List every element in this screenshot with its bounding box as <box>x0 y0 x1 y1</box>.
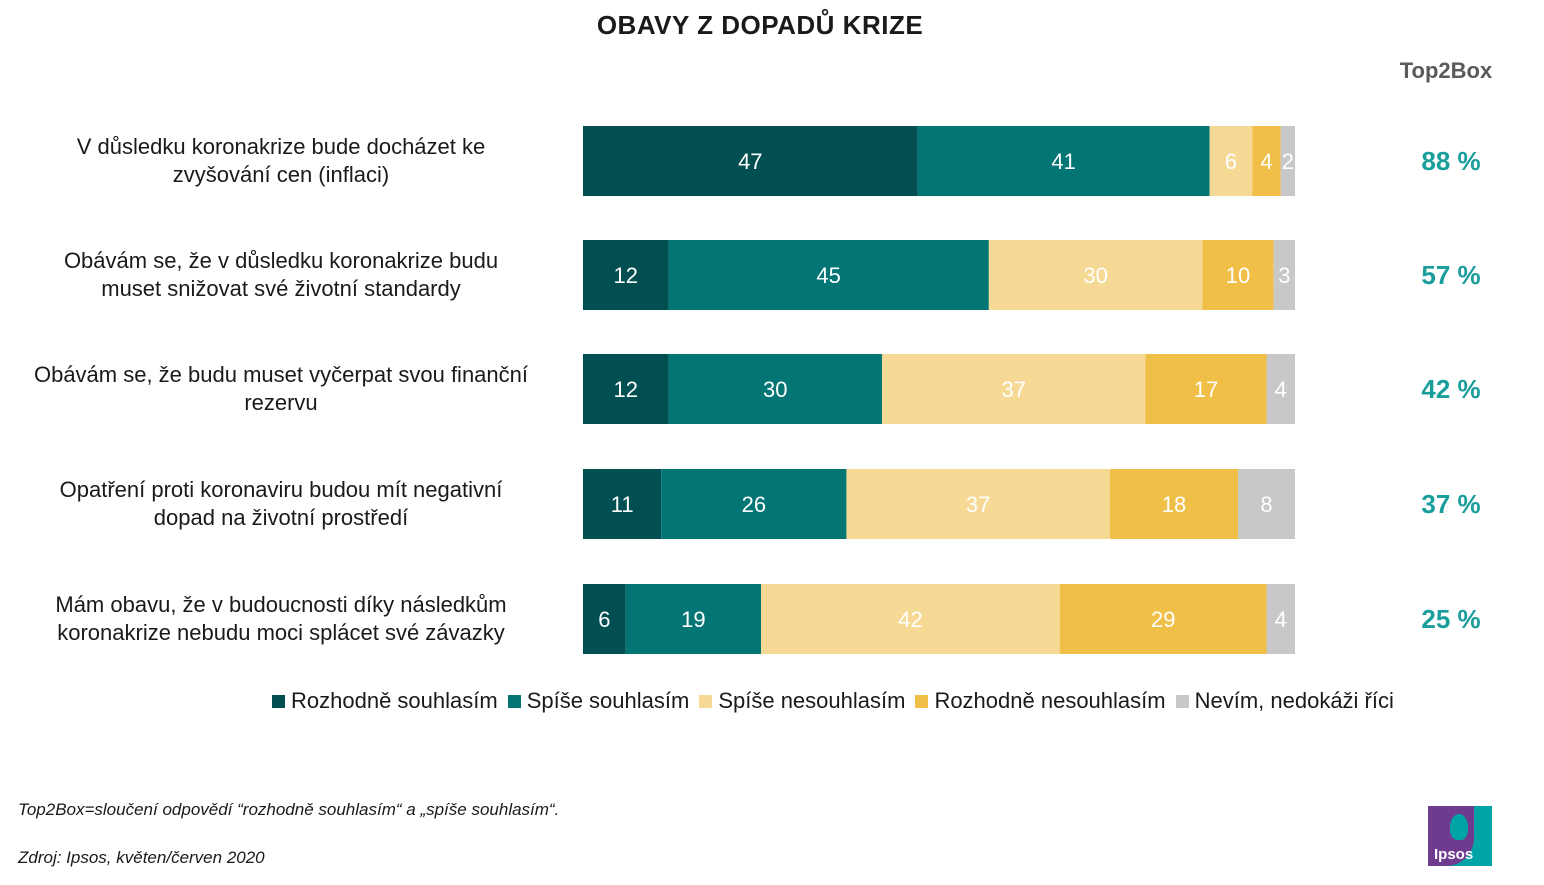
bar-segment <box>661 469 847 539</box>
row-label: Obávám se, že v důsledku koronakrize bud… <box>0 247 562 303</box>
bar-value-label: 37 <box>966 492 990 517</box>
bar-value-label: 30 <box>1083 263 1107 288</box>
footnote-source: Zdroj: Ipsos, květen/červen 2020 <box>18 848 265 867</box>
bar-value-label: 8 <box>1260 492 1272 517</box>
bar-segment <box>1238 469 1295 539</box>
row-label-line: rezervu <box>244 390 318 415</box>
bar-segment <box>583 584 626 654</box>
bar-segment <box>583 469 662 539</box>
row-label-line: dopad na životní prostředí <box>153 505 409 530</box>
bar-segment <box>583 240 669 310</box>
legend-swatch <box>915 694 929 708</box>
bar-segment <box>917 126 1210 196</box>
bar-segment <box>1145 354 1267 424</box>
bar-segment <box>882 354 1146 424</box>
bar-value-label: 30 <box>763 377 787 402</box>
top2box-value: 25 % <box>1421 604 1481 634</box>
chart-legend: Rozhodně souhlasím Spíše souhlasím Spíše n… <box>272 688 1404 714</box>
legend-label: Spíše souhlasím <box>526 688 690 713</box>
chart-title: OBAVY Z DOPADŮ KRIZE <box>596 10 924 40</box>
bar-value-label: 10 <box>1226 263 1250 288</box>
legend-item: Spíše nesouhlasím <box>699 688 905 714</box>
bar-value-label: 41 <box>1051 149 1075 174</box>
footnote-definition: Top2Box=sloučení odpovědí “rozhodně souh… <box>18 800 560 819</box>
bar-value-label: 37 <box>1002 377 1026 402</box>
logo-text: Ipsos <box>1434 846 1474 863</box>
legend-item: Spíše souhlasím <box>507 688 690 714</box>
legend-label: Rozhodně nesouhlasím <box>934 688 1166 713</box>
bar-segment <box>1202 240 1274 310</box>
legend-label: Nevím, nedokáži říci <box>1194 688 1394 713</box>
bar-segment <box>1252 126 1281 196</box>
row-label-line: Obávám se, že budu muset vyčerpat svou f… <box>33 362 529 387</box>
bar-value-label: 6 <box>598 607 610 632</box>
top2box-value: 42 % <box>1421 374 1481 404</box>
row-label-line: muset snižovat své životní standardy <box>101 276 461 301</box>
bar-segment <box>1266 354 1295 424</box>
bar-segment <box>846 469 1110 539</box>
row-label-line: Obávám se, že v důsledku koronakrize bud… <box>63 248 499 273</box>
row-label-line: zvyšování cen (inflaci) <box>172 162 390 187</box>
legend-label: Spíše nesouhlasím <box>718 688 906 713</box>
legend-item: Rozhodně nesouhlasím <box>915 688 1166 714</box>
bar-segment <box>1109 469 1239 539</box>
row-label: Mám obavu, že v budoucnosti díky následk… <box>0 591 562 647</box>
bar-segment <box>583 126 918 196</box>
legend-item: Rozhodně souhlasím <box>272 688 498 714</box>
bar-segment <box>1060 584 1267 654</box>
bar-value-label: 47 <box>738 149 762 174</box>
top2box-value: 88 % <box>1421 146 1481 176</box>
top2box-value: 37 % <box>1421 489 1481 519</box>
row-label: Obávám se, že budu muset vyčerpat svou f… <box>0 361 562 417</box>
row-label: Opatření proti koronaviru budou mít nega… <box>0 476 562 532</box>
bar-value-label: 29 <box>1151 607 1175 632</box>
bar-segment <box>1280 126 1295 196</box>
bar-segment <box>668 240 989 310</box>
bar-value-label: 19 <box>681 607 705 632</box>
row-label: V důsledku koronakrize bude docházet ke z… <box>0 133 562 189</box>
bar-value-label: 3 <box>1278 263 1290 288</box>
bar-value-label: 12 <box>613 377 637 402</box>
bar-segment <box>583 354 669 424</box>
bar-value-label: 42 <box>898 607 922 632</box>
bar-value-label: 2 <box>1282 149 1294 174</box>
row-label-line: V důsledku koronakrize bude docházet ke <box>76 134 486 159</box>
bar-segment <box>1273 240 1295 310</box>
bar-segment <box>625 584 761 654</box>
legend-swatch <box>272 694 285 708</box>
ipsos-logo: Ipsos <box>1428 806 1492 866</box>
row-label-line: Opatření proti koronaviru budou mít nega… <box>59 477 503 502</box>
bar-value-label: 18 <box>1162 492 1186 517</box>
bar-segment <box>1209 126 1253 196</box>
bar-value-label: 26 <box>742 492 766 517</box>
bar-value-label: 4 <box>1260 149 1272 174</box>
bar-segment <box>1266 584 1295 654</box>
top2box-value: 57 % <box>1421 260 1481 290</box>
row-label-line: koronakrize nebudu moci splácet své záva… <box>57 620 505 645</box>
legend-label: Rozhodně souhlasím <box>291 688 498 713</box>
bar-value-label: 45 <box>816 263 840 288</box>
bar-segment <box>988 240 1203 310</box>
legend-swatch <box>507 694 521 708</box>
row-label-line: Mám obavu, že v budoucnosti díky následk… <box>55 592 507 617</box>
bar-segment <box>761 584 1061 654</box>
top2box-header: Top2Box <box>1399 58 1493 83</box>
legend-item: Nevím, nedokáži říci <box>1175 688 1394 714</box>
legend-swatch <box>699 694 713 708</box>
bar-segment <box>668 354 883 424</box>
bar-value-label: 4 <box>1275 377 1287 402</box>
bar-value-label: 12 <box>613 263 637 288</box>
bar-value-label: 4 <box>1275 607 1287 632</box>
bar-value-label: 6 <box>1225 149 1237 174</box>
logo-head-icon <box>1450 814 1468 840</box>
legend-swatch <box>1175 694 1189 708</box>
bar-value-label: 11 <box>611 492 634 517</box>
bar-value-label: 17 <box>1194 377 1218 402</box>
